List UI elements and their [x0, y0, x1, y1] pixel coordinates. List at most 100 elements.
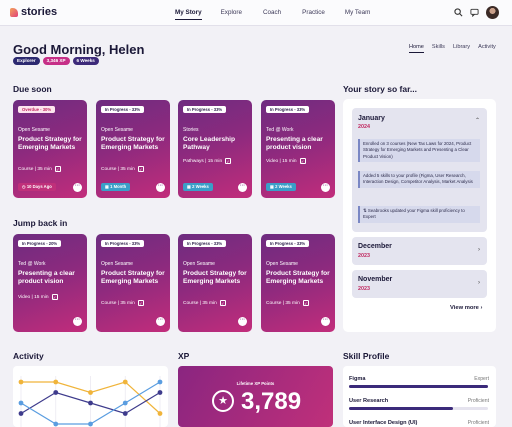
data-point: [88, 421, 93, 427]
progress-tag: In Progress - 33%: [183, 106, 227, 113]
progress-tag: In Progress - 33%: [266, 240, 310, 247]
avatar[interactable]: [486, 6, 499, 19]
skill-bar-fill: [349, 407, 454, 410]
course-card[interactable]: In Progress - 33% Open Sesame Product St…: [96, 234, 170, 332]
course-card[interactable]: In Progress - 33% Open Sesame Product St…: [178, 234, 252, 332]
logo-text: stories: [21, 6, 58, 18]
chevron-right-icon[interactable]: ›: [478, 280, 480, 286]
more-icon[interactable]: ···: [238, 317, 247, 326]
nav-practice[interactable]: Practice: [302, 9, 325, 16]
section-jump-back: Jump back in: [13, 218, 68, 228]
search-icon[interactable]: [454, 8, 463, 17]
card-meta: Pathways | 15 min ✓: [183, 158, 232, 164]
skill-level: Proficient: [467, 398, 489, 404]
course-card[interactable]: In Progress - 33% Stories Core Leadershi…: [178, 100, 252, 198]
card-title: Presenting a clear product vision: [18, 270, 75, 285]
data-point: [88, 400, 93, 406]
card-meta: Video | 15 min ✓: [266, 158, 306, 164]
more-icon[interactable]: ···: [156, 183, 165, 192]
checkbox-icon[interactable]: ✓: [299, 158, 306, 164]
data-point: [157, 390, 163, 395]
card-title: Product Strategy for Emerging Markets: [101, 270, 165, 285]
chat-icon[interactable]: [470, 8, 479, 17]
nav-coach[interactable]: Coach: [262, 9, 282, 16]
card-provider: Open Sesame: [266, 261, 298, 267]
skill-name: Figma: [349, 376, 366, 382]
card-meta: Course | 35 min ✓: [18, 166, 61, 172]
more-icon[interactable]: ···: [238, 183, 247, 192]
skill-bar-fill: [349, 385, 488, 388]
card-provider: Stories: [183, 127, 199, 133]
badge-weeks: 6 Weeks: [72, 57, 99, 65]
nav-my-story[interactable]: My Story: [175, 9, 202, 20]
checkbox-icon[interactable]: ✓: [51, 294, 58, 300]
checkbox-icon[interactable]: ✓: [54, 166, 61, 172]
checkbox-icon[interactable]: ✓: [137, 300, 144, 306]
medal-icon: ★: [212, 390, 234, 412]
card-provider: Ted @ Work: [266, 127, 294, 133]
xp-value: 3,789: [241, 388, 302, 415]
more-icon[interactable]: ···: [321, 183, 330, 192]
card-provider: Open Sesame: [101, 261, 133, 267]
due-pill-text: 1 Month: [110, 184, 127, 189]
card-provider: Open Sesame: [101, 127, 133, 133]
course-card[interactable]: In Progress - 33% Ted @ Work Presenting …: [261, 100, 335, 198]
subnav-home[interactable]: Home: [409, 44, 424, 53]
subnav-activity[interactable]: Activity: [478, 44, 496, 50]
card-title: Product Strategy for Emerging Markets: [183, 270, 247, 285]
card-meta-text: Course | 35 min: [266, 300, 300, 306]
section-activity: Activity: [13, 351, 44, 361]
course-card[interactable]: In Progress - 33% Open Sesame Product St…: [96, 100, 170, 198]
update-icon: ⇅: [363, 208, 368, 213]
course-card[interactable]: In Progress - 33% Open Sesame Product St…: [261, 234, 335, 332]
card-meta-text: Video | 15 min: [266, 158, 297, 164]
card-title: Product Strategy for Emerging Markets: [266, 270, 330, 285]
card-meta-text: Course | 35 min: [18, 166, 52, 172]
more-icon[interactable]: ···: [156, 317, 165, 326]
badge-explorer: Explorer: [13, 57, 40, 65]
activity-panel: [13, 366, 168, 427]
card-meta: Course | 35 min ✓: [101, 300, 144, 306]
data-point: [122, 379, 128, 385]
month-year: 2023: [358, 286, 370, 292]
data-point: [122, 400, 128, 406]
progress-tag: Overdue - 30%: [18, 106, 56, 113]
more-icon[interactable]: ···: [73, 317, 82, 326]
card-title: Product Strategy for Emerging Markets: [18, 136, 82, 151]
card-meta-text: Pathways | 15 min: [183, 158, 223, 164]
checkbox-icon[interactable]: ✓: [219, 300, 226, 306]
app-logo[interactable]: stories: [10, 6, 57, 18]
checkbox-icon[interactable]: ✓: [302, 300, 309, 306]
nav-my-team[interactable]: My Team: [344, 9, 371, 16]
month-january[interactable]: January 2024 ⌃ Enrolled on 3 courses (Ne…: [352, 108, 487, 232]
due-pill: ▦ 2 Weeks: [266, 183, 296, 191]
data-point: [18, 400, 24, 406]
month-year: 2023: [358, 253, 370, 259]
story-entry-text: Seabrooks updated your Figma skill profi…: [363, 208, 465, 220]
data-point: [88, 390, 93, 395]
skill-name: User Interface Design (UI): [349, 420, 418, 426]
checkbox-icon[interactable]: ✓: [137, 166, 144, 172]
checkbox-icon[interactable]: ✓: [225, 158, 232, 164]
more-icon[interactable]: ···: [73, 183, 82, 192]
due-pill-text: 2 Weeks: [192, 184, 209, 189]
course-card[interactable]: Overdue - 30% Open Sesame Product Strate…: [13, 100, 87, 198]
month-name: January: [358, 115, 385, 122]
view-more-link[interactable]: View more ›: [450, 305, 483, 311]
due-pill: ▦ 2 Weeks: [183, 183, 213, 191]
card-meta-text: Course | 35 min: [101, 300, 135, 306]
logo-icon: [10, 7, 18, 17]
data-point: [157, 411, 163, 416]
subnav-skills[interactable]: Skills: [431, 44, 445, 50]
month-november[interactable]: November 2023 ›: [352, 270, 487, 298]
chevron-right-icon[interactable]: ›: [478, 247, 480, 253]
course-card[interactable]: In Progress - 20% Ted @ Work Presenting …: [13, 234, 87, 332]
month-december[interactable]: December 2023 ›: [352, 237, 487, 265]
more-icon[interactable]: ···: [321, 317, 330, 326]
card-provider: Open Sesame: [183, 261, 215, 267]
nav-explore[interactable]: Explore: [220, 9, 242, 16]
month-year: 2024: [358, 124, 370, 130]
subnav-library[interactable]: Library: [452, 44, 471, 50]
chevron-up-icon[interactable]: ⌃: [474, 118, 480, 124]
skill-panel: Figma Expert User Research Proficient Us…: [343, 366, 496, 427]
